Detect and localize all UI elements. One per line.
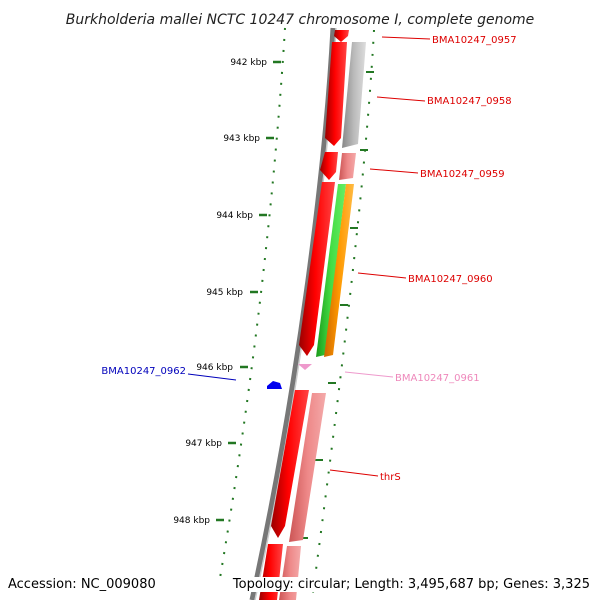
tick-label: 942 kbp xyxy=(230,58,267,68)
gene-feature-grey[interactable] xyxy=(342,42,366,148)
tick-label: 948 kbp xyxy=(173,516,210,526)
leader-line xyxy=(344,371,394,378)
genome-backbone xyxy=(249,27,336,600)
leader-line xyxy=(381,36,431,40)
tick-label: 945 kbp xyxy=(206,288,243,298)
gene-label[interactable]: BMA10247_0961 xyxy=(395,373,480,384)
gene-feature[interactable] xyxy=(320,152,338,180)
leader-line xyxy=(187,373,237,381)
outer-dotted-track xyxy=(311,29,375,600)
accession-label: Accession: NC_009080 xyxy=(8,577,156,592)
gene-label[interactable]: BMA10247_0958 xyxy=(427,96,512,107)
leader-line xyxy=(329,469,379,477)
tick-label: 947 kbp xyxy=(185,439,222,449)
leader-line xyxy=(369,168,419,174)
gene-feature-green[interactable] xyxy=(316,184,346,357)
tick-label: 946 kbp xyxy=(196,363,233,373)
leader-line xyxy=(357,272,407,279)
gene-feature[interactable] xyxy=(299,182,335,356)
gene-feature-orange[interactable] xyxy=(324,184,354,357)
gene-label[interactable]: BMA10247_0960 xyxy=(408,274,493,285)
gene-feature-pink[interactable] xyxy=(339,153,356,180)
map-title: Burkholderia mallei NCTC 10247 chromosom… xyxy=(66,12,535,28)
secondary-features xyxy=(279,42,366,600)
ruler-ticks xyxy=(216,60,281,522)
gene-labels: BMA10247_0957 BMA10247_0958 BMA10247_095… xyxy=(101,35,516,483)
gene-label[interactable]: thrS xyxy=(380,472,401,483)
genome-summary: Topology: circular; Length: 3,495,687 bp… xyxy=(232,577,590,592)
tick-label: 944 kbp xyxy=(216,211,253,221)
gene-label[interactable]: BMA10247_0962 xyxy=(101,366,186,377)
tick-label: 943 kbp xyxy=(223,134,260,144)
gene-feature[interactable] xyxy=(334,30,349,42)
ruler-tick-labels: 942 kbp 943 kbp 944 kbp 945 kbp 946 kbp … xyxy=(173,58,267,526)
gene-feature[interactable] xyxy=(271,390,309,538)
gene-label[interactable]: BMA10247_0957 xyxy=(432,35,517,46)
gene-feature[interactable] xyxy=(325,42,347,146)
gene-feature-pale-pink[interactable] xyxy=(298,364,312,370)
gene-feature-pink[interactable] xyxy=(289,393,326,542)
gene-feature-blue-reverse[interactable] xyxy=(267,381,282,389)
gene-label[interactable]: BMA10247_0959 xyxy=(420,169,505,180)
leader-line xyxy=(376,96,426,102)
